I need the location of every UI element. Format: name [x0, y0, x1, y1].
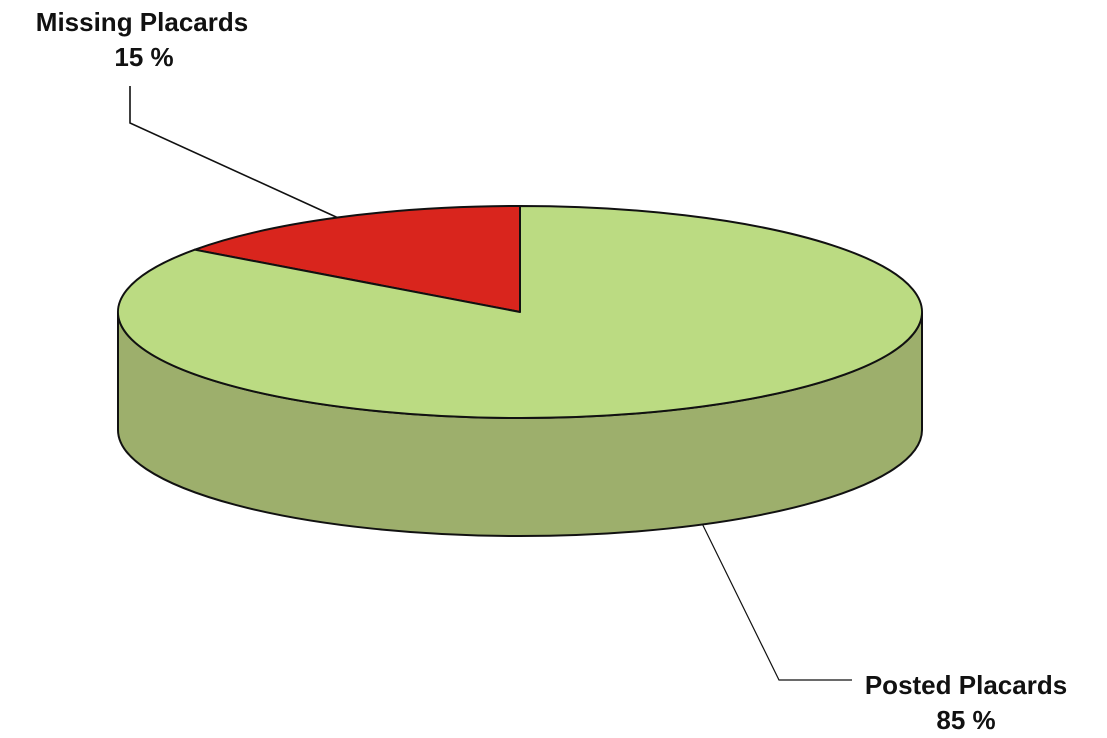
leader-line-posted-placards	[701, 524, 852, 681]
pie-slice-posted-placards	[117, 205, 923, 419]
leader-line-layer	[129, 86, 852, 681]
label-missing-placards-name: Missing Placards	[36, 7, 248, 37]
pie-top-layer	[117, 205, 923, 419]
leader-line-missing-placards	[129, 86, 338, 219]
label-posted-placards-name: Posted Placards	[865, 670, 1067, 700]
pie-slice-missing-placards	[193, 205, 521, 313]
label-posted-placards-value: 85 %	[936, 705, 995, 735]
label-missing-placards-value: 15 %	[114, 42, 173, 72]
